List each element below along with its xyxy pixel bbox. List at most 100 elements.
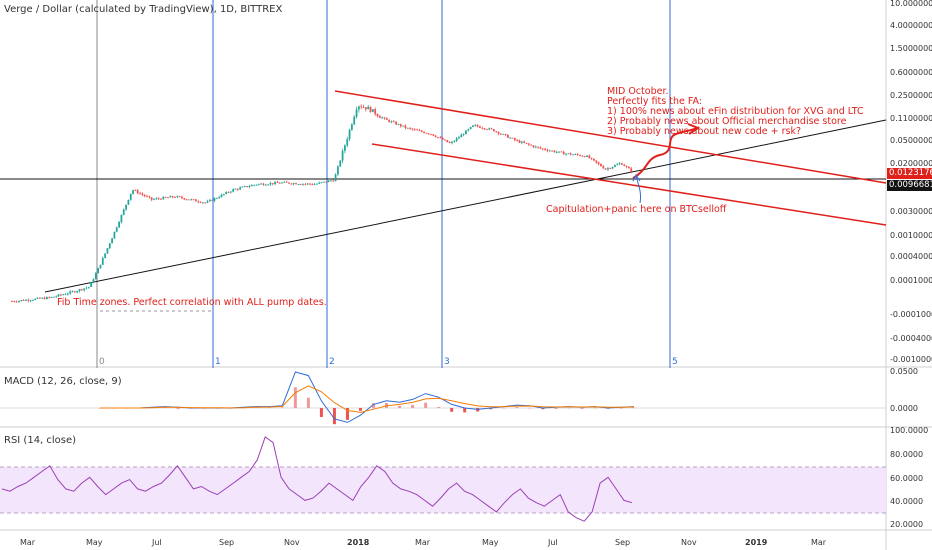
- candle-body: [255, 184, 258, 186]
- candle-body: [574, 154, 577, 155]
- candle-body: [423, 131, 425, 134]
- candle-body: [41, 297, 44, 299]
- candle-body: [243, 186, 246, 187]
- candle-body: [616, 164, 619, 166]
- forecast-note: MID October. Perfectly fits the FA: 1) 1…: [607, 87, 864, 137]
- candle-body: [211, 199, 214, 201]
- candle-body: [630, 168, 633, 172]
- candle-body: [90, 282, 93, 287]
- rsi-band: [0, 467, 886, 513]
- long-trend-line: [44, 119, 887, 293]
- macd-histogram-bar: [332, 408, 336, 425]
- time-label: Jul: [151, 538, 162, 547]
- rsi-line: [1, 436, 633, 522]
- candle-body: [506, 134, 509, 138]
- candle-body: [257, 183, 260, 185]
- candle-body: [225, 192, 228, 194]
- candle-body: [229, 191, 232, 193]
- candle-body: [101, 258, 104, 265]
- candle-body: [344, 145, 346, 151]
- candle-body: [99, 264, 102, 269]
- candle-body: [136, 190, 139, 194]
- candle-body: [327, 180, 330, 183]
- candle-body: [495, 131, 498, 133]
- candle-body: [416, 129, 418, 131]
- candle-body: [357, 106, 360, 110]
- candle-body: [409, 127, 411, 129]
- candle-body: [20, 300, 23, 301]
- candle-body: [458, 137, 460, 139]
- candle-body: [183, 198, 186, 200]
- candle-body: [104, 253, 107, 259]
- candle-body: [600, 164, 602, 167]
- candle-body: [59, 294, 62, 296]
- forecast-note-line: 1) 100% news about eFin distribution for…: [607, 106, 864, 117]
- candle-body: [534, 146, 537, 148]
- candle-body: [623, 164, 626, 167]
- price-tick: 10.0000000: [890, 0, 932, 8]
- candle-body: [590, 158, 593, 160]
- candle-body: [481, 127, 484, 129]
- candle-body: [413, 129, 416, 131]
- fib-time-zones: 0 1 2 3 5: [96, 0, 678, 368]
- candle-body: [320, 182, 323, 183]
- candle-body: [360, 106, 363, 108]
- candle-body: [371, 109, 374, 112]
- candle-body: [55, 296, 58, 298]
- candle-body: [604, 168, 607, 170]
- candle-body: [323, 181, 325, 183]
- fib-zone-2-label: 2: [329, 357, 335, 367]
- candle-body: [220, 194, 223, 198]
- candle-body: [32, 299, 34, 301]
- candle-body: [276, 182, 279, 183]
- candle-body: [43, 297, 46, 300]
- candle-body: [253, 184, 256, 186]
- candle-body: [292, 183, 295, 185]
- time-label: Jul: [547, 538, 558, 547]
- candle-body: [497, 131, 500, 134]
- fib-note: Fib Time zones. Perfect correlation with…: [57, 297, 327, 308]
- candle-body: [222, 193, 225, 195]
- candle-body: [411, 128, 414, 130]
- candle-body: [199, 202, 202, 203]
- candle-body: [576, 154, 579, 155]
- candle-body: [148, 196, 151, 198]
- candle-body: [83, 288, 86, 291]
- candle-body: [430, 134, 432, 135]
- candle-body: [48, 297, 51, 298]
- candle-body: [346, 139, 349, 146]
- candle-body: [511, 137, 514, 139]
- macd-histogram-bar: [528, 407, 532, 409]
- candle-body: [318, 182, 321, 184]
- candle-body: [197, 201, 200, 203]
- candle-body: [162, 197, 165, 200]
- candle-body: [299, 184, 302, 186]
- candle-body: [178, 196, 181, 198]
- price-tick: 4.00000000: [890, 21, 932, 30]
- candle-body: [492, 129, 495, 132]
- candle-body: [390, 121, 393, 123]
- macd-histogram-bar: [593, 407, 597, 409]
- candle-body: [334, 174, 337, 182]
- candle-body: [167, 197, 169, 199]
- candle-body: [313, 184, 316, 186]
- candle-body: [544, 148, 547, 150]
- candle-body: [232, 189, 235, 192]
- macd-tick: 0.0000: [890, 404, 918, 413]
- candle-body: [474, 125, 477, 126]
- candle-body: [157, 198, 160, 200]
- candle-body: [518, 140, 521, 143]
- candle-body: [527, 143, 530, 145]
- candle-body: [355, 109, 358, 117]
- time-label: Mar: [20, 538, 36, 547]
- candle-body: [227, 192, 230, 193]
- candle-body: [64, 294, 67, 296]
- capitulation-pointer-head: [632, 174, 641, 182]
- candle-body: [558, 151, 560, 153]
- candle-body: [532, 145, 535, 148]
- candle-body: [111, 238, 114, 244]
- candle-body: [337, 166, 339, 175]
- candle-body: [553, 150, 556, 153]
